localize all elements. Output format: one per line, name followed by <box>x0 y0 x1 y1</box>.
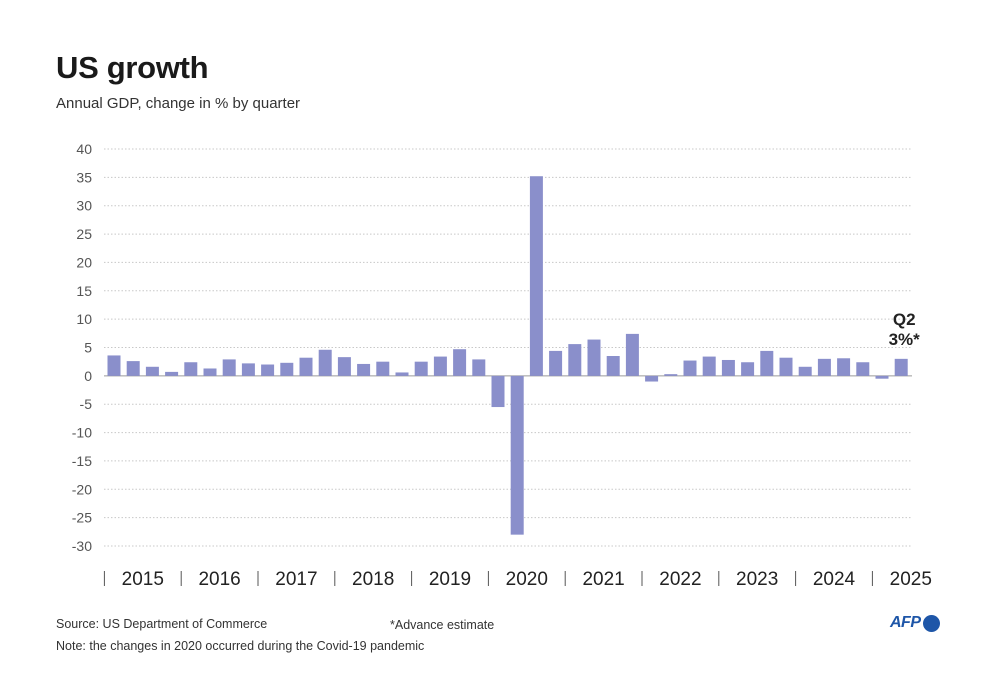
y-tick-label: -5 <box>80 396 93 412</box>
bar <box>875 375 889 379</box>
bar <box>645 375 659 382</box>
y-tick-label: 35 <box>76 169 92 185</box>
bar <box>337 357 351 376</box>
bar <box>165 371 179 376</box>
y-tick-label: 10 <box>76 311 92 327</box>
afp-logo-dot-icon <box>922 614 940 632</box>
y-tick-label: 25 <box>76 226 92 242</box>
bar <box>779 357 793 376</box>
bar <box>357 363 371 376</box>
bar <box>145 366 159 376</box>
y-tick-label: 5 <box>84 340 92 356</box>
bar <box>241 363 255 376</box>
x-year-label: 2020 <box>506 569 548 590</box>
bar <box>184 362 198 376</box>
bar <box>625 333 639 376</box>
bar <box>741 362 755 376</box>
y-tick-label: 0 <box>84 368 92 384</box>
bar <box>683 360 697 376</box>
bar <box>453 349 467 376</box>
y-tick-label: -20 <box>72 481 92 497</box>
y-tick-label: -10 <box>72 425 92 441</box>
chart-subtitle: Annual GDP, change in % by quarter <box>56 95 301 112</box>
y-tick-label: -30 <box>72 538 92 554</box>
x-year-label: 2017 <box>275 569 317 590</box>
bar <box>222 359 236 376</box>
x-year-label: 2024 <box>813 569 856 590</box>
annotation-value-label: 3%* <box>889 330 921 349</box>
x-year-label: 2015 <box>122 569 164 590</box>
afp-logo: AFP <box>890 612 940 634</box>
bar <box>107 355 121 376</box>
bar <box>491 375 505 408</box>
bar <box>549 350 563 376</box>
x-year-label: 2022 <box>659 569 701 590</box>
y-tick-label: -15 <box>72 453 92 469</box>
bar <box>433 356 447 376</box>
bar <box>702 356 716 376</box>
bar <box>395 372 409 376</box>
bar <box>126 361 140 376</box>
source-note: Source: US Department of Commerce <box>56 617 268 631</box>
bar <box>894 358 908 376</box>
bar <box>664 374 678 376</box>
bar <box>280 362 294 376</box>
x-year-label: 2019 <box>429 569 471 590</box>
x-year-label: 2016 <box>198 569 240 590</box>
afp-logo-text: AFP <box>890 614 921 631</box>
x-year-label: 2025 <box>890 569 932 590</box>
bar <box>261 364 275 376</box>
bar <box>299 357 313 376</box>
pandemic-note: Note: the changes in 2020 occurred durin… <box>56 639 425 653</box>
y-tick-label: -25 <box>72 510 92 526</box>
bar <box>376 361 390 376</box>
bar <box>856 362 870 376</box>
bar <box>529 176 543 376</box>
bar <box>414 361 428 376</box>
bar <box>798 366 812 376</box>
bar <box>837 358 851 376</box>
y-tick-label: 15 <box>76 283 92 299</box>
x-year-label: 2021 <box>582 569 624 590</box>
x-year-label: 2018 <box>352 569 394 590</box>
bar <box>760 350 774 376</box>
y-tick-label: 30 <box>76 198 92 214</box>
annotation-quarter-label: Q2 <box>893 310 916 329</box>
x-year-label: 2023 <box>736 569 778 590</box>
advance-estimate-note: *Advance estimate <box>390 618 495 632</box>
bar <box>817 358 831 376</box>
bar <box>568 344 582 376</box>
bar <box>203 368 217 376</box>
y-tick-label: 40 <box>76 141 92 157</box>
bar <box>721 359 735 376</box>
chart-title: US growth <box>56 50 209 85</box>
bar <box>510 375 524 535</box>
y-tick-label: 20 <box>76 254 92 270</box>
bar <box>472 359 486 376</box>
bar <box>318 349 332 376</box>
bar <box>587 339 601 376</box>
bar <box>606 356 620 376</box>
